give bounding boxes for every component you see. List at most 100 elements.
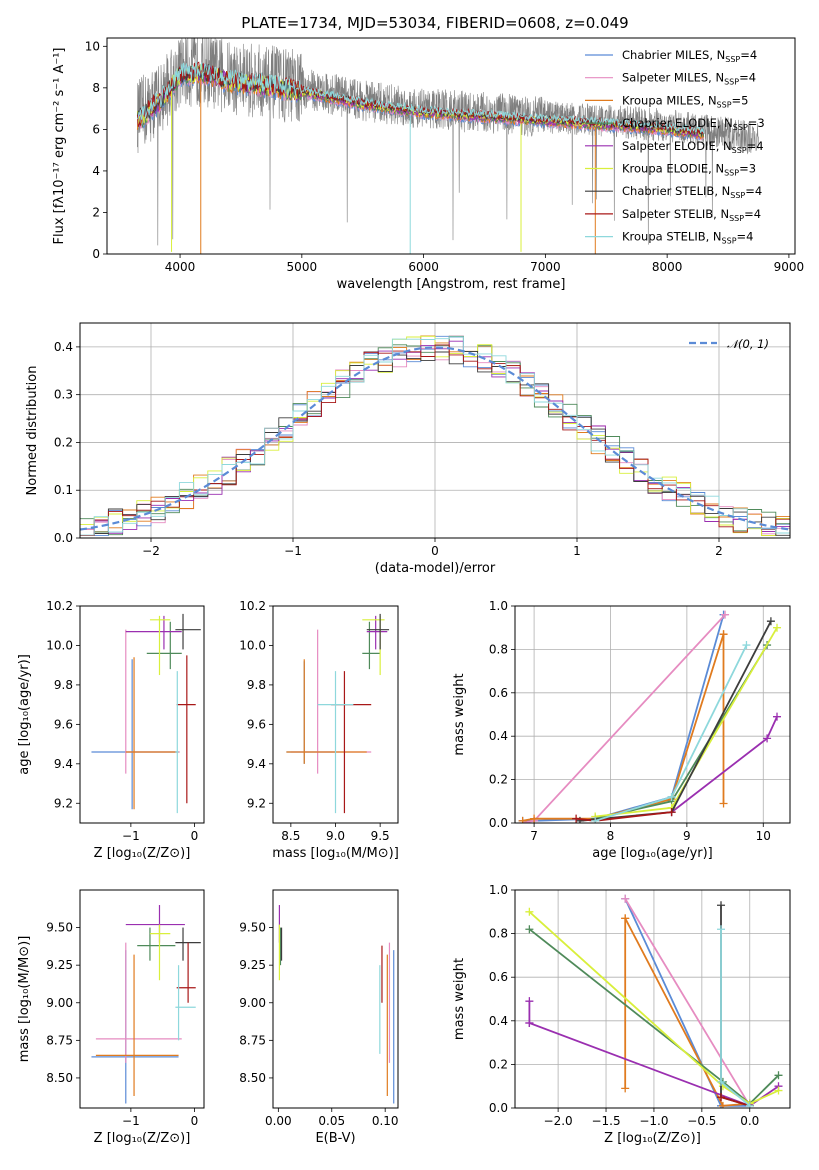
- age-vs-Z-ytick-label: 9.2: [54, 796, 73, 810]
- plus-marker: [621, 1084, 630, 1093]
- age-vs-Z-ylabel: age [log₁₀(age/yr)]: [17, 654, 32, 775]
- data-point-salpeter-stelib: [176, 655, 196, 804]
- plus-marker: [742, 641, 751, 650]
- weight-vs-Z-ytick-label: 0.8: [489, 927, 508, 941]
- residuals-xtick-label: −2: [142, 544, 160, 558]
- mass-vs-Z-ytick-label: 9.50: [46, 921, 73, 935]
- plus-marker: [763, 734, 772, 743]
- plus-marker: [667, 808, 676, 817]
- mass-vs-EBV-xtick-label: 0.10: [372, 1114, 399, 1128]
- weight-vs-Z-xtick-label: 0.0: [740, 1114, 759, 1128]
- data-point-kroupa-elodie: [149, 615, 171, 676]
- data-point-kroupa-miles: [286, 659, 367, 764]
- weight-vs-Z-ylabel: mass weight: [452, 958, 467, 1040]
- age-vs-Z-ytick-label: 9.4: [54, 757, 73, 771]
- mass-vs-Z-ytick-label: 9.25: [46, 958, 73, 972]
- residuals-panel: −2 −1 0 1 2 0.0 0.1 0.2 0.3 0.4 (data-model)/error…: [25, 322, 791, 576]
- plus-marker: [717, 901, 726, 910]
- spectrum-xlabel: wavelength [Angstrom, rest frame]: [337, 277, 566, 292]
- age-vs-Z-ytick-label: 9.8: [54, 678, 73, 692]
- age-vs-mass-ytick-label: 9.8: [247, 678, 266, 692]
- plus-marker: [745, 1101, 754, 1108]
- weight-line: [624, 917, 750, 1107]
- age-vs-mass-xtick-label: 9.0: [326, 829, 345, 843]
- mass-vs-Z-panel: −1 0 8.50 8.75 9.00 9.25 9.50 Z [log₁₀(Z/Z⊙)] ma…: [17, 889, 205, 1146]
- data-point-kroupa-elodie: [149, 924, 171, 981]
- residuals-ytick-label: 0.1: [54, 483, 73, 497]
- plus-marker: [774, 1071, 783, 1080]
- residuals-ytick-label: 0.4: [54, 340, 73, 354]
- residual-histogram-kroupa-stelib: [80, 336, 790, 536]
- weight-vs-Z-xtick-label: −1.0: [639, 1114, 668, 1128]
- age-vs-Z-panel: −1 0 9.2 9.4 9.6 9.8 10.0 10.2 Z [log₁₀(Z/Z⊙)] ag…: [17, 599, 205, 861]
- data-point-chabrier-stelib: [175, 613, 201, 650]
- age-vs-mass-xtick-label: 9.5: [371, 829, 390, 843]
- legend-entry: 𝒩(0, 1): [727, 337, 769, 351]
- weight-series-kroupa-stelib: [591, 641, 751, 823]
- mass-vs-EBV-xtick-label: 0.00: [265, 1114, 292, 1128]
- data-point-salpeter-elodie: [366, 615, 388, 650]
- data-point-salpeter-elodie: [125, 905, 185, 943]
- data-point-kroupa-stelib: [317, 671, 354, 814]
- spectrum-ylabel: Flux [fλ10⁻¹⁷ erg cm⁻² s⁻¹ A⁻¹]: [52, 48, 67, 245]
- residuals-xtick-label: 2: [715, 544, 723, 558]
- weight-line: [720, 905, 751, 1107]
- weight-line: [720, 929, 751, 1107]
- data-point-kroupa-miles: [95, 954, 179, 1096]
- age-vs-mass-ytick-label: 10.2: [239, 599, 266, 613]
- data-point-chabrier-elodie: [362, 621, 381, 670]
- weight-line: [720, 1096, 751, 1107]
- mass-vs-EBV-ytick-label: 8.75: [239, 1033, 266, 1047]
- spectrum-xtick-label: 6000: [408, 260, 439, 274]
- plus-marker: [719, 630, 728, 639]
- normal-curve: [80, 346, 790, 531]
- plus-marker: [621, 894, 630, 903]
- mass-vs-EBV-xtick-label: 0.05: [318, 1114, 345, 1128]
- spectrum-ytick-label: 8: [92, 81, 100, 95]
- weight-series-kroupa-stelib: [717, 925, 754, 1108]
- weight-line: [528, 1001, 780, 1107]
- legend-entry: Chabrier STELIB, NSSP=4: [622, 184, 762, 200]
- weight-series-salpeter-miles: [621, 894, 754, 1108]
- age-vs-Z-ytick-label: 10.2: [46, 599, 73, 613]
- mass-vs-Z-xlabel: Z [log₁₀(Z/Z⊙)]: [94, 1131, 191, 1146]
- weight-vs-age-ytick-label: 0.4: [489, 729, 508, 743]
- age-vs-Z-ytick-label: 10.0: [46, 638, 73, 652]
- spectrum-ytick-label: 2: [92, 205, 100, 219]
- model-spectrum-kroupa-stelib: [137, 61, 705, 134]
- legend-entry: Chabrier ELODIE, NSSP=3: [622, 116, 765, 132]
- spectrum-xtick-label: 9000: [774, 260, 805, 274]
- mass-vs-Z-xtick-label: 0: [191, 1114, 199, 1128]
- mass-vs-EBV-ytick-label: 8.50: [239, 1071, 266, 1085]
- age-vs-mass-ytick-label: 9.4: [247, 757, 266, 771]
- plus-marker: [667, 792, 676, 801]
- mass-vs-EBV-ytick-label: 9.00: [239, 996, 266, 1010]
- spectrum-xtick-label: 8000: [652, 260, 683, 274]
- weight-vs-age-ytick-label: 0.6: [489, 686, 508, 700]
- weight-vs-Z-ytick-label: 1.0: [489, 883, 508, 897]
- age-vs-mass-panel: 8.5 9.0 9.5 9.2 9.4 9.6 9.8 10.0 10.2 mass [log₁₀…: [239, 599, 398, 861]
- spectrum-ytick-label: 0: [92, 247, 100, 261]
- data-point-chabrier-miles: [91, 950, 179, 1104]
- weight-line: [624, 898, 751, 1107]
- mass-vs-Z-ytick-label: 8.75: [46, 1033, 73, 1047]
- weight-vs-Z-ytick-label: 0.4: [489, 1014, 508, 1028]
- axes-frame: [272, 605, 399, 824]
- age-vs-Z-xtick-label: −1: [122, 829, 140, 843]
- age-vs-Z-xtick-label: 0: [191, 829, 199, 843]
- weight-line: [522, 633, 725, 822]
- mass-vs-EBV-xlabel: E(B-V): [315, 1131, 355, 1146]
- plus-marker: [773, 712, 782, 721]
- axes-frame: [272, 889, 399, 1109]
- weight-vs-age-ylabel: mass weight: [452, 673, 467, 755]
- age-vs-mass-ytick-label: 9.2: [247, 796, 266, 810]
- mass-vs-Z-xtick-label: −1: [122, 1114, 140, 1128]
- weight-vs-Z-xtick-label: −0.5: [687, 1114, 716, 1128]
- residuals-ytick-label: 0.3: [54, 388, 73, 402]
- age-vs-Z-plot-area: [91, 613, 201, 814]
- chart-layer: 4000 5000 6000 7000 8000 90000246810wavelengt…: [17, 37, 805, 1146]
- residuals-xlabel: (data-model)/error: [375, 561, 496, 576]
- plus-marker: [766, 617, 775, 626]
- age-vs-mass-xtick-label: 8.5: [281, 829, 300, 843]
